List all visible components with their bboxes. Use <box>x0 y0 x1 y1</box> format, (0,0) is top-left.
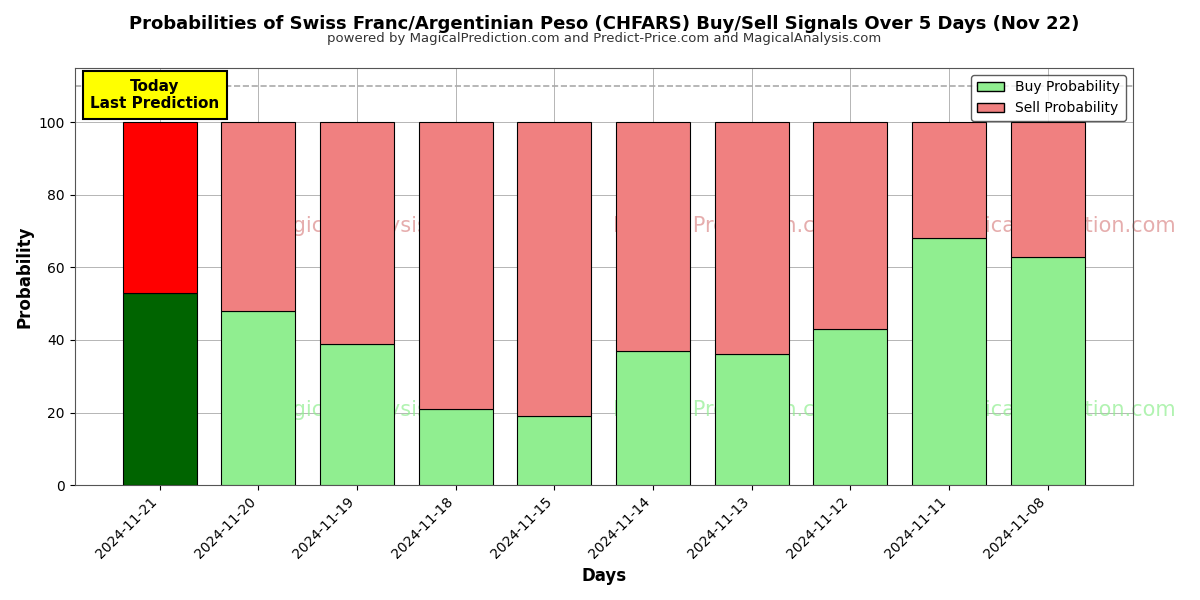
Text: MagicalAnalysis.com: MagicalAnalysis.com <box>263 217 480 236</box>
Text: MagicalAnalysis.com: MagicalAnalysis.com <box>263 400 480 420</box>
Bar <box>1010 257 1085 485</box>
Bar <box>222 311 295 485</box>
Text: MagicalPrediction.com: MagicalPrediction.com <box>942 400 1176 420</box>
Bar <box>419 409 493 485</box>
Bar <box>320 344 394 485</box>
Bar <box>517 416 592 485</box>
Bar <box>517 122 592 416</box>
Text: MagicalPrediction.com: MagicalPrediction.com <box>613 400 848 420</box>
Bar <box>616 351 690 485</box>
X-axis label: Days: Days <box>581 567 626 585</box>
Bar <box>222 122 295 311</box>
Text: MagicalPrediction.com: MagicalPrediction.com <box>942 217 1176 236</box>
Bar <box>715 122 788 355</box>
Bar <box>912 238 986 485</box>
Text: powered by MagicalPrediction.com and Predict-Price.com and MagicalAnalysis.com: powered by MagicalPrediction.com and Pre… <box>326 32 881 45</box>
Bar <box>320 122 394 344</box>
Legend: Buy Probability, Sell Probability: Buy Probability, Sell Probability <box>971 75 1126 121</box>
Bar <box>419 122 493 409</box>
Bar <box>1010 122 1085 257</box>
Title: Probabilities of Swiss Franc/Argentinian Peso (CHFARS) Buy/Sell Signals Over 5 D: Probabilities of Swiss Franc/Argentinian… <box>128 15 1079 33</box>
Bar <box>715 355 788 485</box>
Bar <box>814 122 887 329</box>
Bar <box>122 293 197 485</box>
Bar <box>814 329 887 485</box>
Bar <box>122 122 197 293</box>
Bar <box>616 122 690 351</box>
Bar <box>912 122 986 238</box>
Text: Today
Last Prediction: Today Last Prediction <box>90 79 220 111</box>
Text: MagicalPrediction.com: MagicalPrediction.com <box>613 217 848 236</box>
Y-axis label: Probability: Probability <box>16 225 34 328</box>
